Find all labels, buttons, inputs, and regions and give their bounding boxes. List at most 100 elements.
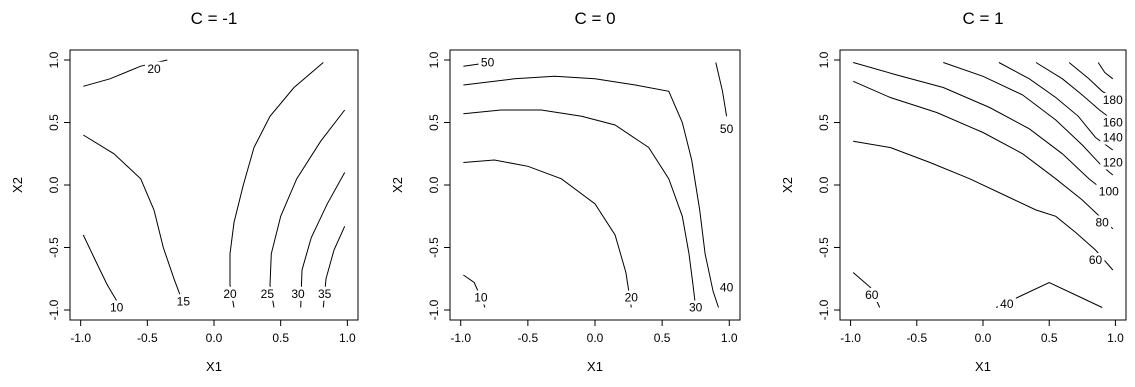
contour-label-bg bbox=[622, 290, 641, 305]
contour-line bbox=[853, 62, 1114, 198]
y-tick-label: 0.5 bbox=[47, 114, 61, 131]
x-tick-label: -1.0 bbox=[450, 331, 471, 345]
contour-line bbox=[853, 140, 1114, 271]
plot-frame bbox=[449, 49, 741, 321]
contour-label: 20 bbox=[625, 291, 639, 305]
y-tick-label: -0.5 bbox=[47, 237, 61, 258]
contour-label: 60 bbox=[865, 288, 879, 302]
contour-label-bg bbox=[221, 286, 239, 301]
contour-label: 30 bbox=[689, 301, 703, 315]
x-tick-label: 0.5 bbox=[1041, 331, 1058, 345]
contour-label: 20 bbox=[223, 287, 237, 301]
panel-title: C = 1 bbox=[962, 9, 1003, 28]
contour-label: 100 bbox=[1099, 184, 1119, 198]
contour-label-bg bbox=[862, 288, 881, 302]
contour-label-bg bbox=[289, 286, 307, 301]
contour-line bbox=[300, 172, 346, 308]
contour-line bbox=[715, 62, 728, 117]
contour-label-bg bbox=[315, 286, 334, 301]
y-axis-label: X2 bbox=[390, 177, 405, 193]
contour-label-bg bbox=[1096, 184, 1122, 199]
contour-label-bg bbox=[1093, 215, 1112, 230]
contour-label-bg bbox=[478, 55, 497, 70]
y-tick-label: -1.0 bbox=[47, 299, 61, 320]
x-tick-label: -0.5 bbox=[906, 331, 927, 345]
y-axis-label: X2 bbox=[780, 177, 795, 193]
contour-label-bg bbox=[686, 300, 705, 315]
contour-label: 160 bbox=[1103, 116, 1123, 130]
contour-line bbox=[463, 75, 719, 308]
y-tick-label: 1.0 bbox=[427, 51, 441, 68]
panel-title: C = -1 bbox=[191, 9, 238, 28]
contour-label-bg bbox=[997, 296, 1016, 311]
y-tick-label: 0.5 bbox=[427, 114, 441, 131]
contour-panel-3: C = 1 -1.0 -0.5 0.0 0.5 1.0 X1 -1.0 -0.5 0.0 0.5 1.… bbox=[780, 9, 1127, 374]
x-axis-label: X1 bbox=[587, 359, 603, 374]
x-axis-label: X1 bbox=[206, 359, 222, 374]
contour-label-bg bbox=[258, 286, 277, 301]
contour-label-bg bbox=[145, 61, 163, 76]
contour-line bbox=[1097, 62, 1114, 80]
panel-title: C = 0 bbox=[574, 9, 615, 28]
contour-label-bg bbox=[1100, 115, 1126, 130]
contour-line bbox=[269, 109, 346, 308]
x-tick-label: 1.0 bbox=[721, 331, 738, 345]
contour-label-bg bbox=[471, 290, 490, 305]
contour-label: 40 bbox=[720, 281, 734, 295]
contour-label-bg bbox=[1100, 130, 1126, 145]
y-tick-label: 0.5 bbox=[817, 114, 831, 131]
y-tick-label: -0.5 bbox=[817, 237, 831, 258]
x-axis-label: X1 bbox=[975, 359, 991, 374]
contour-label: 10 bbox=[110, 301, 124, 315]
plot-frame bbox=[69, 49, 359, 321]
contour-label-bg bbox=[717, 280, 736, 295]
contour-label-bg bbox=[1100, 93, 1126, 107]
x-tick-label: -1.0 bbox=[840, 331, 861, 345]
contour-label: 180 bbox=[1103, 93, 1123, 107]
contour-line bbox=[463, 159, 632, 308]
y-tick-label: 0.0 bbox=[427, 176, 441, 193]
x-tick-label: 1.0 bbox=[1107, 331, 1124, 345]
x-tick-label: 0.0 bbox=[206, 331, 223, 345]
x-tick-label: 0.5 bbox=[272, 331, 289, 345]
y-axis-label: X2 bbox=[10, 177, 25, 193]
contour-label: 50 bbox=[720, 122, 734, 136]
y-tick-label: -0.5 bbox=[427, 237, 441, 258]
contour-label: 15 bbox=[177, 294, 191, 308]
x-tick-label: 0.0 bbox=[587, 331, 604, 345]
contour-label: 35 bbox=[318, 287, 332, 301]
contour-label: 60 bbox=[1089, 253, 1103, 267]
contour-label: 20 bbox=[147, 62, 161, 76]
contour-line bbox=[82, 234, 122, 308]
x-tick-label: 0.5 bbox=[654, 331, 671, 345]
y-tick-label: 0.0 bbox=[47, 176, 61, 193]
contour-label: 25 bbox=[261, 287, 275, 301]
contour-label: 80 bbox=[1095, 216, 1109, 230]
contour-label-bg bbox=[107, 300, 126, 315]
contour-label: 10 bbox=[474, 291, 488, 305]
contour-panel-2: C = 0 -1.0 -0.5 0.0 0.5 1.0 X1 -1.0 -0.5 0.0 0.5 1.… bbox=[390, 9, 741, 374]
contour-label: 140 bbox=[1103, 131, 1123, 145]
x-tick-label: 1.0 bbox=[339, 331, 356, 345]
y-tick-label: 1.0 bbox=[47, 51, 61, 68]
y-tick-label: -1.0 bbox=[427, 299, 441, 320]
x-tick-label: -0.5 bbox=[137, 331, 158, 345]
y-tick-label: 1.0 bbox=[817, 51, 831, 68]
contour-label: 40 bbox=[1000, 297, 1014, 311]
x-tick-label: -0.5 bbox=[518, 331, 539, 345]
contour-label: 50 bbox=[481, 56, 495, 70]
contour-label-bg bbox=[717, 121, 736, 136]
y-tick-label: 0.0 bbox=[817, 176, 831, 193]
contour-label: 120 bbox=[1103, 156, 1123, 170]
x-tick-label: -1.0 bbox=[70, 331, 91, 345]
contour-label: 30 bbox=[291, 287, 305, 301]
contour-line bbox=[463, 109, 697, 308]
contour-line bbox=[83, 134, 186, 308]
contour-label-bg bbox=[1086, 253, 1105, 267]
contour-line bbox=[852, 80, 1114, 230]
contour-line bbox=[998, 62, 1114, 151]
x-tick-label: 0.0 bbox=[975, 331, 992, 345]
contour-line bbox=[229, 62, 324, 308]
